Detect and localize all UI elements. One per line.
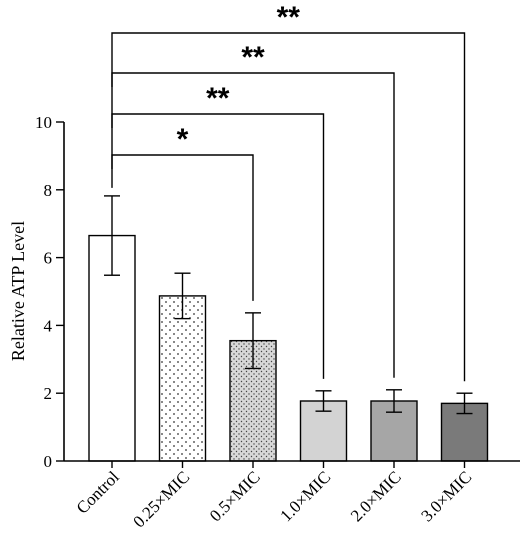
y-tick-label: 0: [44, 452, 53, 471]
x-tick-label: 3.0×MIC: [417, 467, 475, 525]
significance-label: **: [206, 82, 230, 115]
y-tick-label: 6: [44, 249, 53, 268]
x-tick-label: Control: [73, 467, 123, 517]
y-axis-title: Relative ATP Level: [8, 221, 28, 361]
y-tick-label: 10: [35, 113, 52, 132]
y-tick-label: 2: [44, 384, 53, 403]
x-tick-label: 2.0×MIC: [347, 467, 405, 525]
x-tick-label: 0.25×MIC: [129, 467, 193, 531]
y-tick-label: 8: [44, 181, 53, 200]
x-tick-label: 0.5×MIC: [206, 467, 264, 525]
bars: [88, 195, 489, 462]
bar: [158, 295, 207, 462]
significance-label: **: [277, 1, 301, 34]
significance-bracket: [111, 32, 466, 382]
x-tick-label: 1.0×MIC: [276, 467, 334, 525]
significance-brackets: *******: [111, 1, 466, 382]
significance-label: *: [177, 123, 189, 156]
significance-bracket: [111, 154, 254, 301]
significance-label: **: [241, 41, 265, 74]
y-tick-label: 4: [44, 316, 53, 335]
significance-bracket: [111, 72, 395, 378]
significance-bracket: [111, 113, 325, 379]
